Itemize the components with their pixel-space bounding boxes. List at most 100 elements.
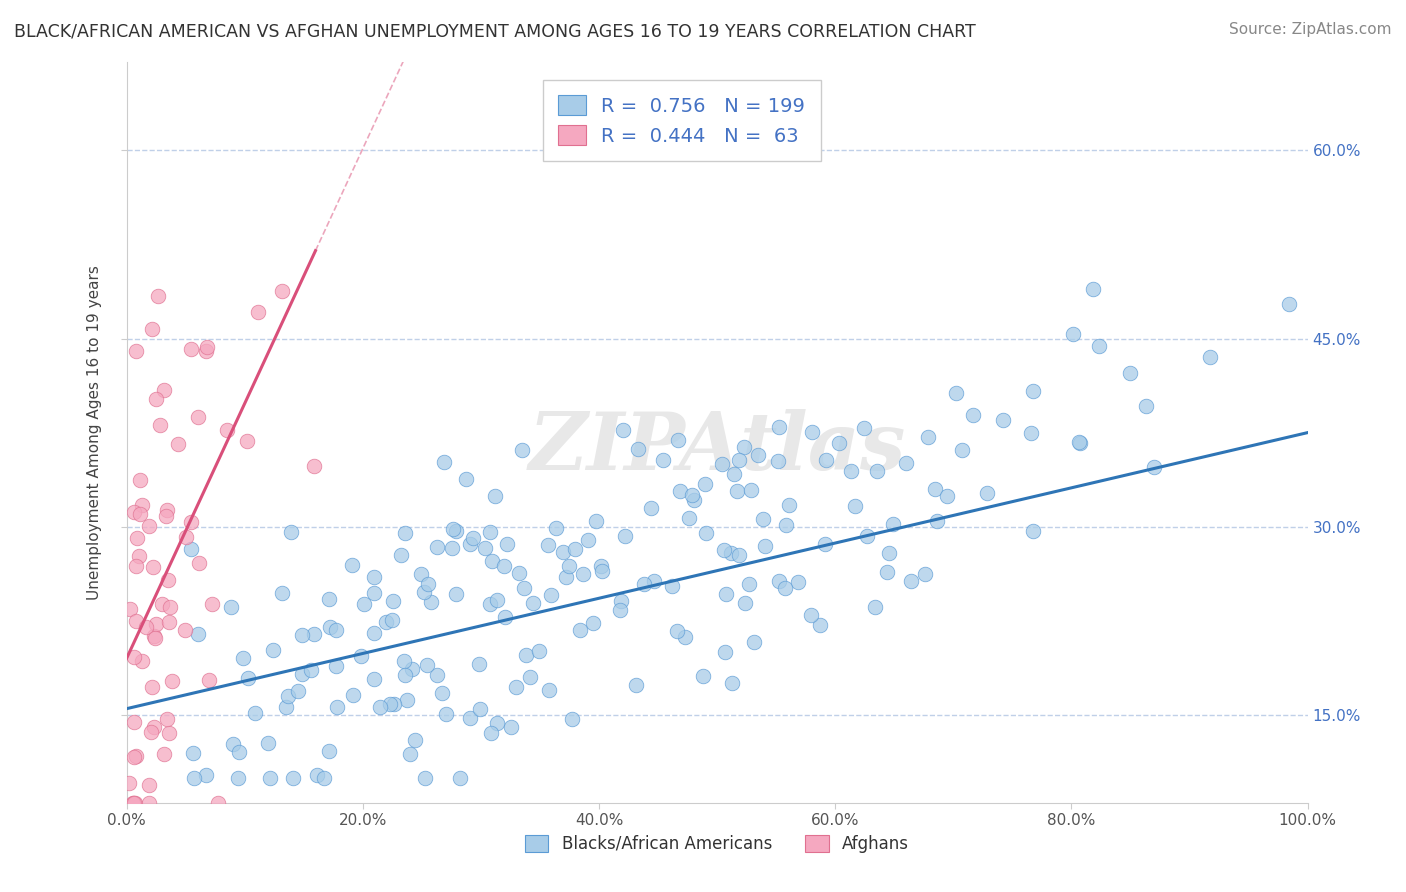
Point [375,615,398,629]
Point [228,745,250,759]
Point [149,417,172,432]
Point [287,683,309,698]
Point [259,771,281,785]
Point [433,455,456,469]
Point [340,558,363,572]
Point [419,595,441,609]
Point [416,657,439,672]
Point [304,459,326,474]
Point [728,548,751,562]
Point [1278,297,1301,311]
Point [174,530,197,544]
Point [131,498,153,512]
Point [725,484,748,499]
Point [714,645,737,659]
Point [187,626,209,640]
Point [1119,366,1142,380]
Point [474,541,496,555]
Point [195,340,218,354]
Point [226,771,249,785]
Point [661,579,683,593]
Point [768,419,790,434]
Point [426,541,449,555]
Point [914,566,936,581]
Point [145,392,167,407]
Point [138,796,160,810]
Point [150,597,173,611]
Point [160,673,183,688]
Point [882,517,904,532]
Point [173,623,195,637]
Point [401,662,423,676]
Point [894,456,917,470]
Point [778,499,800,513]
Point [456,472,478,486]
Point [122,796,145,810]
Point [381,613,404,627]
Point [156,712,179,726]
Point [800,425,823,439]
Point [188,556,211,570]
Point [768,453,790,467]
Point [853,421,876,435]
Point [463,531,485,545]
Point [485,715,508,730]
Point [141,322,163,336]
Point [527,644,550,658]
Point [856,529,879,543]
Point [363,625,385,640]
Point [157,615,180,629]
Point [673,630,696,644]
Point [281,771,304,785]
Point [478,524,501,539]
Point [325,700,347,714]
Point [280,524,302,539]
Point [432,686,454,700]
Text: BLACK/AFRICAN AMERICAN VS AFGHAN UNEMPLOYMENT AMONG AGES 16 TO 19 YEARS CORRELAT: BLACK/AFRICAN AMERICAN VS AFGHAN UNEMPLO… [14,22,976,40]
Point [236,434,259,449]
Point [426,668,449,682]
Point [232,651,254,665]
Point [738,577,761,591]
Point [201,597,224,611]
Point [773,581,796,595]
Point [382,697,405,711]
Point [392,654,415,668]
Point [416,577,439,591]
Point [217,423,239,437]
Point [274,699,297,714]
Point [582,616,605,631]
Point [129,473,152,487]
Point [710,458,733,472]
Point [1067,435,1090,450]
Point [291,628,314,642]
Point [945,385,967,400]
Point [613,529,636,543]
Point [378,697,401,711]
Point [318,592,340,607]
Point [271,586,294,600]
Point [553,545,575,559]
Point [752,512,775,526]
Point [290,667,312,681]
Point [302,627,325,641]
Point [271,285,294,299]
Point [145,616,167,631]
Point [1019,426,1042,441]
Point [692,669,714,683]
Point [721,676,744,690]
Point [683,492,706,507]
Point [256,736,278,750]
Point [510,443,533,458]
Point [444,524,467,538]
Point [1143,459,1166,474]
Point [183,771,205,785]
Point [152,747,174,762]
Point [681,487,703,501]
Point [125,614,148,628]
Text: Source: ZipAtlas.com: Source: ZipAtlas.com [1229,22,1392,37]
Point [544,521,567,535]
Point [135,619,157,633]
Point [122,750,145,764]
Point [787,575,810,590]
